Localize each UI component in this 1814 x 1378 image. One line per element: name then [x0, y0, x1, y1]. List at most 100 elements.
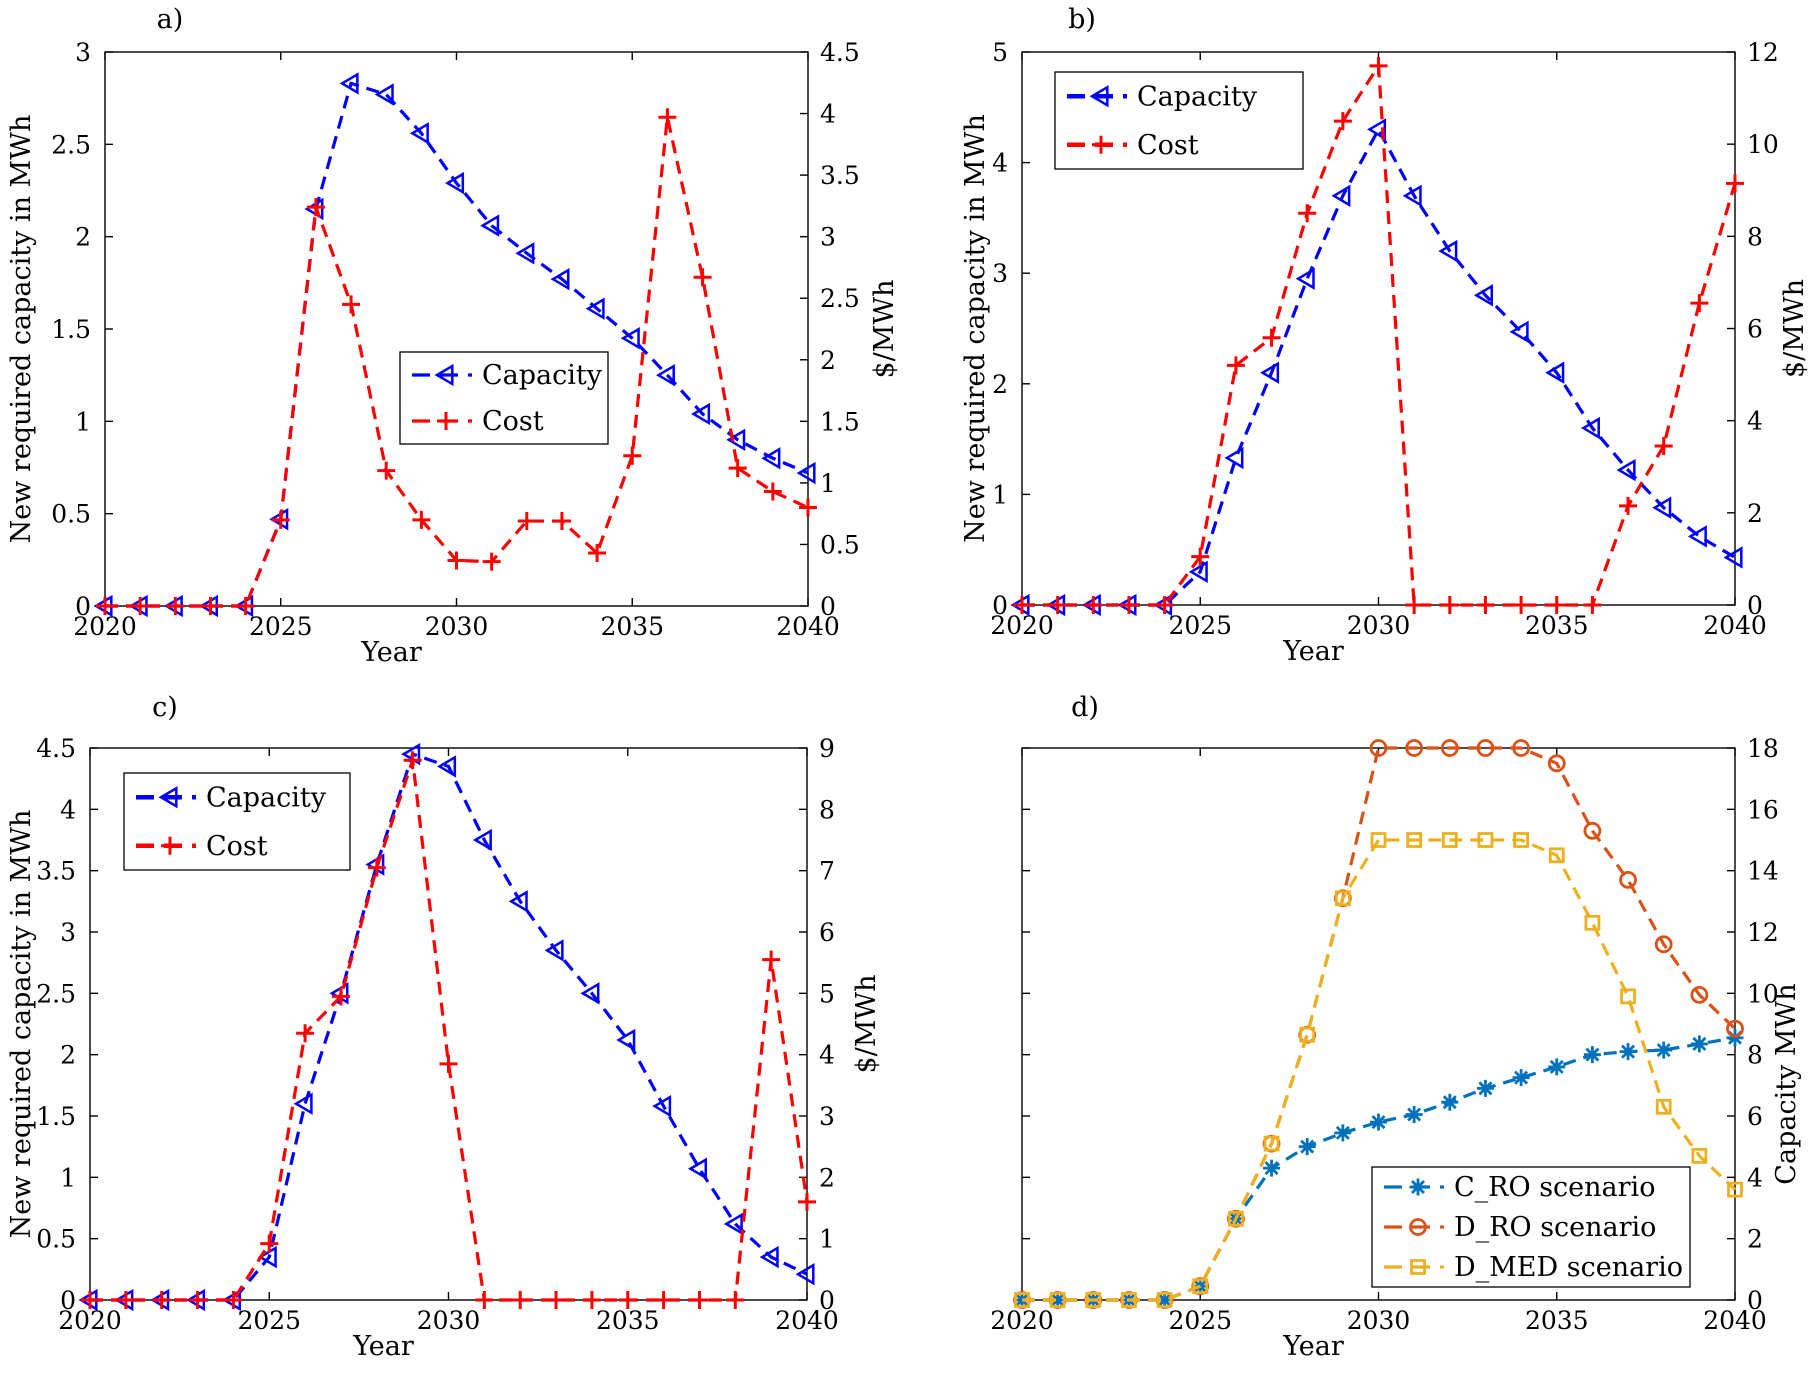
- data-point: [1369, 56, 1388, 75]
- data-point: [1441, 832, 1458, 848]
- data-point: [1049, 1291, 1067, 1309]
- y-tick-label: 0.5: [51, 500, 91, 529]
- y2-tick-label: 2: [819, 1163, 835, 1192]
- y2-tick-label: 6: [1747, 315, 1763, 344]
- y-tick-label: 1: [992, 480, 1008, 509]
- data-point: [1690, 294, 1709, 313]
- data-point: [1405, 596, 1424, 614]
- x-tick-label: 2025: [237, 1306, 301, 1335]
- y2-tick-label: 3.5: [820, 161, 860, 190]
- x-tick-label: 2025: [249, 612, 313, 641]
- y-tick-label: 3: [75, 38, 91, 67]
- data-point: [437, 755, 457, 778]
- data-point: [1155, 596, 1174, 614]
- x-tick-label: 2035: [1525, 1306, 1589, 1335]
- data-point: [188, 1291, 207, 1309]
- data-point: [1512, 596, 1531, 614]
- data-point: [654, 1291, 673, 1309]
- y2-tick-label: 10: [1747, 979, 1779, 1008]
- data-point: [1583, 596, 1602, 614]
- y2-tick-label: 0: [820, 592, 836, 621]
- data-point: [1263, 1159, 1281, 1177]
- y2-tick-label: 1: [819, 1225, 835, 1254]
- x-tick-label: 2020: [990, 1306, 1054, 1335]
- x-axis-label: Year: [352, 1331, 414, 1362]
- data-point: [728, 459, 747, 478]
- data-point: [201, 597, 220, 615]
- data-point: [515, 242, 535, 265]
- chart-panel-3: c)2020 2025 2030 2035 2040Year00.511.522.533…: [6, 692, 882, 1362]
- y2-tick-label: 6: [819, 918, 835, 947]
- legend-marker: [1410, 1259, 1426, 1275]
- data-point: [799, 498, 817, 517]
- data-point: [1727, 1181, 1743, 1198]
- legend-marker: [1409, 1178, 1427, 1196]
- y2-axis-label: $/MWh: [1779, 279, 1810, 378]
- legend: Capacity Cost: [123, 772, 351, 871]
- y2-tick-label: 14: [1747, 857, 1779, 886]
- data-point: [1583, 1046, 1601, 1064]
- y-tick-label: 4: [992, 149, 1008, 178]
- y-tick-label: 1.5: [36, 1102, 76, 1131]
- data-point: [1477, 832, 1494, 848]
- x-tick-label: 2030: [1347, 1306, 1411, 1335]
- data-point: [1691, 1147, 1708, 1164]
- data-point: [1548, 847, 1565, 864]
- data-point: [1545, 361, 1565, 384]
- data-point: [655, 363, 675, 387]
- data-point: [1440, 596, 1459, 614]
- data-point: [1156, 1292, 1173, 1308]
- series-cost: [96, 108, 817, 615]
- data-point: [224, 1291, 243, 1309]
- data-point: [693, 268, 712, 287]
- y-tick-label: 3.5: [36, 857, 76, 886]
- data-point: [439, 1054, 458, 1073]
- y-tick-label: 3: [60, 918, 76, 947]
- series-line: [1022, 838, 1737, 1302]
- data-point: [1438, 239, 1458, 263]
- legend-label: Capacity: [206, 782, 327, 813]
- data-point: [1476, 739, 1495, 757]
- y-tick-label: 1: [60, 1163, 76, 1192]
- data-point: [1367, 118, 1387, 141]
- data-point: [723, 1212, 743, 1236]
- x-tick-label: 2040: [776, 612, 840, 641]
- data-point: [367, 858, 386, 877]
- data-point: [293, 1092, 313, 1115]
- data-point: [1260, 361, 1280, 384]
- data-point: [475, 1291, 494, 1309]
- data-point: [547, 1291, 566, 1309]
- data-point: [618, 1291, 637, 1309]
- y-tick-label: 5: [992, 38, 1008, 67]
- y2-tick-label: 3: [819, 1102, 835, 1131]
- data-point: [480, 214, 500, 237]
- series-capacity: [93, 72, 816, 618]
- data-point: [691, 402, 711, 426]
- data-point: [1619, 496, 1638, 515]
- plot-area: [104, 51, 809, 607]
- y2-tick-label: 4: [1747, 407, 1763, 436]
- data-point: [1547, 596, 1566, 614]
- y2-tick-label: 0.5: [820, 530, 860, 559]
- legend-label: Capacity: [1137, 81, 1258, 112]
- data-point: [1333, 112, 1352, 131]
- data-point: [374, 83, 394, 106]
- y-tick-label: 1.5: [51, 315, 91, 344]
- y2-tick-label: 2: [1747, 499, 1763, 528]
- y-tick-label: 1: [75, 407, 91, 436]
- data-point: [1013, 596, 1031, 614]
- data-point: [472, 828, 492, 852]
- y2-tick-label: 16: [1747, 795, 1779, 824]
- chart-panel-1: a) 2020 2025 2030 2035 2040 Year 0 0.5 1 1.5 2 2.5 3 N…: [6, 4, 900, 668]
- data-point: [166, 597, 185, 615]
- legend-box: [123, 772, 351, 871]
- data-point: [1580, 416, 1600, 440]
- y-tick-label: 0: [992, 591, 1008, 620]
- data-point: [1192, 1278, 1209, 1295]
- data-point: [1687, 525, 1707, 548]
- y2-tick-label: 3: [820, 223, 836, 252]
- data-point: [623, 446, 642, 465]
- data-point: [511, 1291, 530, 1309]
- data-point: [1331, 184, 1351, 207]
- legend-label: Cost: [482, 406, 544, 437]
